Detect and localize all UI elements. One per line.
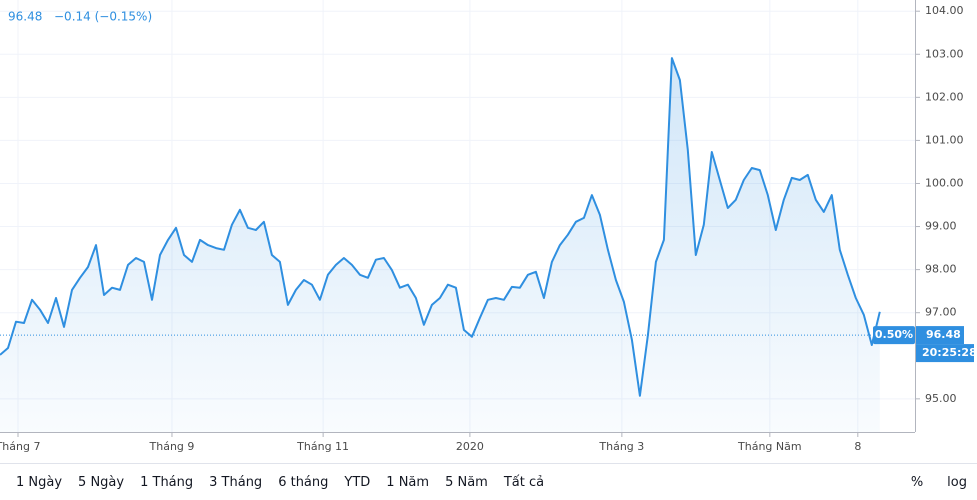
y-tick-label: 104.00 bbox=[925, 4, 964, 17]
legend-price: 96.48 bbox=[8, 10, 42, 24]
chart: 96.48 −0.14 (−0.15%) 95.00 97.00 98.00 99.0… bbox=[0, 0, 977, 453]
range-button[interactable]: 3 Tháng bbox=[209, 474, 263, 490]
y-tick-label: 101.00 bbox=[925, 133, 964, 146]
change-box bbox=[873, 326, 915, 345]
range-button[interactable]: YTD bbox=[344, 474, 371, 490]
range-button[interactable]: 1 Ngày bbox=[16, 474, 63, 490]
range-button[interactable]: 1 Năm bbox=[386, 474, 430, 490]
x-tick-label: Tháng 3 bbox=[598, 440, 644, 453]
legend-change: −0.14 (−0.15%) bbox=[54, 10, 152, 24]
area-fill bbox=[0, 58, 880, 432]
x-tick-label: 2020 bbox=[456, 440, 484, 453]
range-button[interactable]: Tất cả bbox=[503, 474, 545, 490]
y-tick-label: 100.00 bbox=[925, 176, 964, 189]
range-button[interactable]: 1 Tháng bbox=[140, 474, 194, 490]
x-tick-label: Tháng Năm bbox=[737, 440, 802, 453]
price-line bbox=[0, 57, 881, 397]
y-tick-label: 103.00 bbox=[925, 47, 964, 60]
x-tick-label: Tháng 11 bbox=[296, 440, 349, 453]
y-tick-label: 99.00 bbox=[925, 220, 957, 233]
x-tick-label: 8 bbox=[854, 440, 861, 453]
x-tick-label: Tháng 9 bbox=[149, 440, 195, 453]
toolbar: 1 Ngày 5 Ngày 1 Tháng 3 Tháng 6 tháng YTD 1 Nă… bbox=[0, 463, 977, 500]
y-tick-label: 97.00 bbox=[925, 306, 957, 319]
price-box bbox=[916, 326, 964, 345]
time-box bbox=[916, 344, 974, 363]
range-button[interactable]: 6 tháng bbox=[278, 474, 329, 490]
range-button[interactable]: 5 Năm bbox=[445, 474, 488, 490]
y-tick-label: 102.00 bbox=[925, 90, 964, 103]
price-label: 96.48 bbox=[926, 328, 961, 341]
y-tick-label: 95.00 bbox=[925, 392, 957, 405]
y-tick-label: 98.00 bbox=[925, 263, 957, 276]
range-button[interactable]: 5 Ngày bbox=[78, 474, 125, 490]
change-label: 0.50% bbox=[875, 328, 913, 341]
time-label: 20:25:28 bbox=[922, 346, 977, 359]
x-tick-label: Tháng 7 bbox=[0, 440, 40, 453]
scale-option[interactable]: log bbox=[947, 474, 967, 490]
scale-option[interactable]: % bbox=[910, 474, 924, 490]
